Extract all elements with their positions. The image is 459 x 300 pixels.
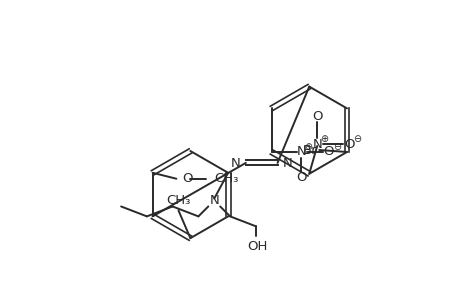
Text: ⊖: ⊖ bbox=[332, 142, 340, 152]
Text: CH₃: CH₃ bbox=[213, 172, 238, 185]
Text: ⊕: ⊕ bbox=[303, 142, 312, 152]
Text: CH₃: CH₃ bbox=[166, 194, 190, 207]
Text: O: O bbox=[182, 172, 192, 185]
Text: OH: OH bbox=[247, 240, 268, 253]
Text: O: O bbox=[311, 110, 322, 123]
Text: ⊕: ⊕ bbox=[319, 134, 327, 144]
Text: N: N bbox=[230, 158, 241, 170]
Text: N: N bbox=[209, 194, 218, 207]
Text: O: O bbox=[323, 146, 334, 158]
Text: Br: Br bbox=[302, 143, 317, 157]
Text: O: O bbox=[295, 171, 306, 184]
Text: ⊖: ⊖ bbox=[352, 134, 360, 144]
Text: N: N bbox=[296, 146, 305, 158]
Text: N: N bbox=[312, 138, 321, 151]
Text: O: O bbox=[344, 138, 354, 151]
Text: N: N bbox=[282, 158, 291, 170]
